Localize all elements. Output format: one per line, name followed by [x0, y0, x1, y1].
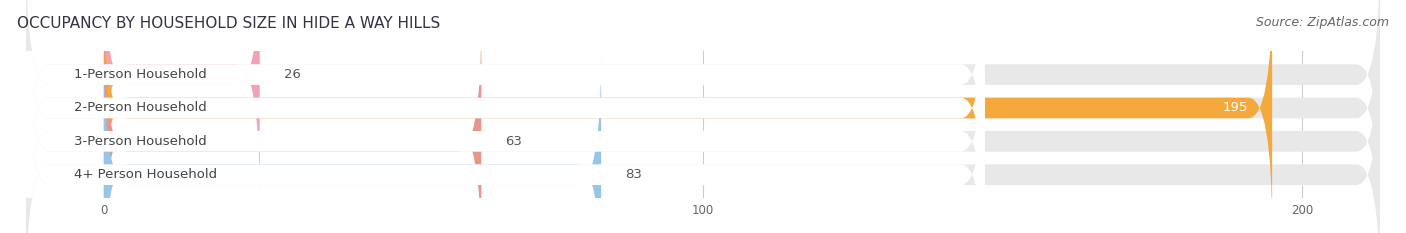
- Text: 26: 26: [284, 68, 301, 81]
- Text: 4+ Person Household: 4+ Person Household: [75, 168, 217, 181]
- Text: 63: 63: [505, 135, 522, 148]
- FancyBboxPatch shape: [27, 18, 1379, 233]
- FancyBboxPatch shape: [27, 0, 1379, 231]
- FancyBboxPatch shape: [27, 51, 1379, 233]
- Text: 83: 83: [626, 168, 643, 181]
- FancyBboxPatch shape: [27, 18, 984, 233]
- Text: 195: 195: [1223, 102, 1249, 114]
- Text: 2-Person Household: 2-Person Household: [75, 102, 207, 114]
- FancyBboxPatch shape: [27, 0, 984, 231]
- Text: Source: ZipAtlas.com: Source: ZipAtlas.com: [1256, 16, 1389, 29]
- FancyBboxPatch shape: [27, 0, 984, 198]
- FancyBboxPatch shape: [104, 18, 481, 233]
- Text: 3-Person Household: 3-Person Household: [75, 135, 207, 148]
- FancyBboxPatch shape: [104, 51, 602, 233]
- Text: OCCUPANCY BY HOUSEHOLD SIZE IN HIDE A WAY HILLS: OCCUPANCY BY HOUSEHOLD SIZE IN HIDE A WA…: [17, 16, 440, 31]
- FancyBboxPatch shape: [104, 0, 260, 198]
- FancyBboxPatch shape: [104, 0, 1272, 231]
- FancyBboxPatch shape: [27, 0, 1379, 198]
- Text: 1-Person Household: 1-Person Household: [75, 68, 207, 81]
- FancyBboxPatch shape: [27, 51, 984, 233]
